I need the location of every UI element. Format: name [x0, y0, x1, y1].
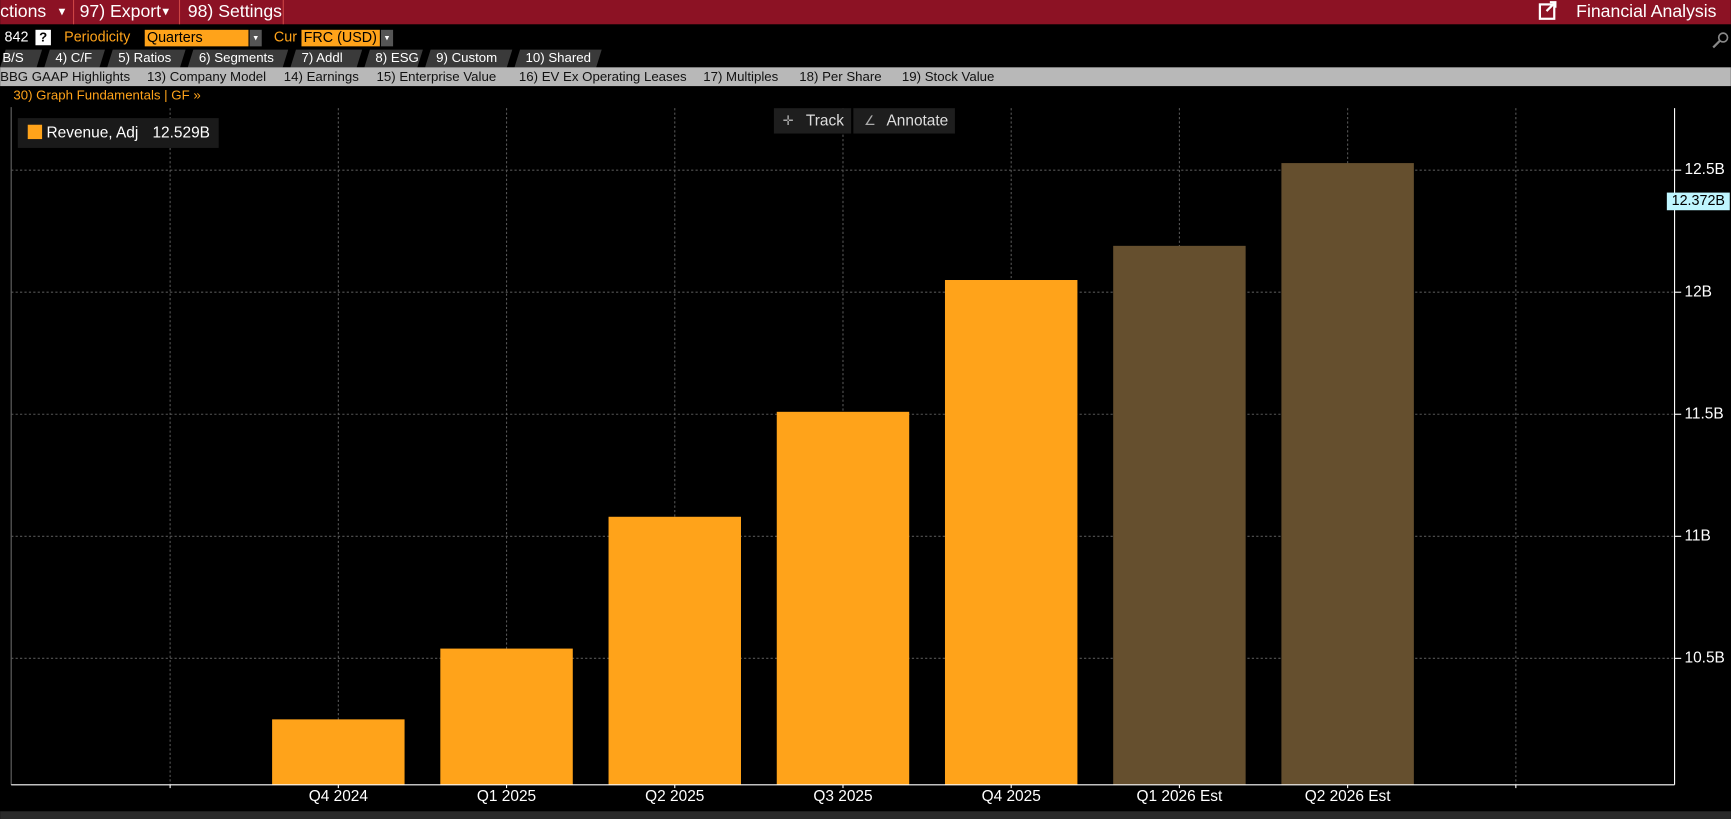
tab-label: 10) Shared — [526, 50, 591, 65]
bars — [272, 163, 1414, 785]
tab[interactable] — [290, 49, 363, 68]
subtab-label[interactable]: 17) Multiples — [703, 69, 778, 84]
menu-item[interactable]: 98) Settings — [188, 1, 282, 21]
x-tick-label: Q1 2026 Est — [1136, 788, 1223, 805]
tab-label: 7) Addl — [301, 50, 342, 65]
tab[interactable] — [107, 49, 186, 68]
y-tick-label: 11B — [1685, 527, 1711, 544]
x-tick-label: Q3 2025 — [813, 788, 872, 805]
x-tick-label: Q2 2025 — [645, 788, 704, 805]
x-tick-label: Q2 2026 Est — [1305, 788, 1392, 805]
menu-item[interactable]: 97) Export — [80, 1, 162, 21]
separator — [72, 0, 75, 25]
legend — [17, 118, 219, 148]
x-tick-label: Q4 2025 — [982, 788, 1041, 805]
menu-item[interactable]: ctions — [0, 1, 46, 21]
x-tick-label: Q4 2024 — [309, 788, 369, 805]
tab[interactable] — [187, 49, 289, 68]
y-tick-label: 12B — [1685, 283, 1712, 300]
bar — [1281, 163, 1414, 785]
track-button[interactable] — [773, 108, 852, 134]
tab[interactable] — [514, 49, 602, 68]
help-button[interactable] — [35, 29, 51, 46]
periodicity-input[interactable] — [144, 29, 249, 47]
tab[interactable] — [44, 49, 105, 68]
subtab-label[interactable]: 14) Earnings — [284, 69, 359, 84]
tab-label: 4) C/F — [55, 50, 92, 65]
track-icon: ✛ — [783, 113, 794, 128]
x-tick-label: Q1 2025 — [477, 788, 536, 805]
currency-input[interactable] — [301, 29, 380, 47]
separator — [282, 0, 284, 25]
toolbar — [0, 0, 1731, 25]
subtab-label[interactable]: 18) Per Share — [799, 69, 881, 84]
tab-label: 5) Ratios — [118, 50, 171, 65]
dropdown-arrow: ▾ — [253, 32, 258, 42]
bar — [944, 280, 1078, 785]
field-label: Periodicity — [64, 29, 131, 45]
field-label: Cur — [274, 29, 297, 45]
separator — [178, 0, 181, 25]
tool-label: Annotate — [886, 112, 948, 129]
tab-label: 8) ESG — [375, 50, 418, 65]
external-icon[interactable] — [1538, 1, 1557, 20]
tool-label: Track — [806, 112, 844, 129]
breadcrumb[interactable]: 30) Graph Fundamentals | GF » — [13, 88, 200, 103]
subtab-label[interactable]: 15) Enterprise Value — [377, 69, 497, 84]
bar — [776, 411, 910, 785]
legend-value: 12.529B — [152, 125, 210, 142]
status-strip — [0, 811, 1731, 819]
subtab-group: BBG GAAP Highlights 13) Company Model 14) … — [0, 69, 994, 84]
bar — [1113, 245, 1246, 785]
legend-swatch — [27, 124, 43, 140]
bar — [440, 648, 573, 785]
tab[interactable] — [0, 49, 43, 68]
dropdown-arrow: ▾ — [385, 32, 390, 42]
value-marker-label: 12.372B — [1672, 193, 1725, 209]
subtab-label[interactable]: 16) EV Ex Operating Leases — [519, 69, 687, 84]
y-tick-label: 12.5B — [1685, 161, 1725, 178]
ticker: 842 — [5, 29, 29, 45]
axis-labels: 10.5B 11B 11.5B 12B 12.5B Q4 2024 Q1 2025 Q2 20… — [169, 161, 1730, 805]
tab-bar: B/S 4) C/F 5) Ratios 6) Segments 7) Addl 8) E… — [0, 49, 602, 68]
subtab-label[interactable]: 13) Company Model — [147, 69, 266, 84]
tab-label: 9) Custom — [436, 50, 497, 65]
dropdown-arrow: ▾ — [59, 4, 66, 19]
y-tick-label: 11.5B — [1685, 405, 1724, 422]
bar — [608, 516, 741, 785]
subtab-bar — [0, 67, 1731, 87]
subtab-label[interactable]: 19) Stock Value — [902, 69, 994, 84]
tab-label: B/S — [2, 50, 24, 65]
subtab-label[interactable]: BBG GAAP Highlights — [0, 69, 130, 84]
legend-label: Revenue, Adj — [47, 125, 139, 142]
periodicity-value: Quarters — [147, 30, 203, 46]
search-icon[interactable] — [1712, 32, 1729, 49]
annotate-icon: ∠ — [864, 113, 876, 128]
dropdown-arrow: ▾ — [162, 4, 169, 19]
app-title: Financial Analysis — [1576, 1, 1717, 21]
bar — [272, 719, 405, 785]
dropdown-button[interactable] — [380, 29, 394, 47]
y-tick-label: 10.5B — [1685, 649, 1725, 666]
value-marker — [1666, 192, 1730, 211]
currency-value: FRC (USD) — [304, 30, 377, 46]
help-label: ? — [39, 30, 47, 45]
annotate-button[interactable] — [853, 108, 955, 134]
tab[interactable] — [364, 49, 423, 68]
dropdown-button[interactable] — [249, 29, 262, 47]
tab[interactable] — [425, 49, 513, 68]
tab-label: 6) Segments — [199, 50, 274, 65]
